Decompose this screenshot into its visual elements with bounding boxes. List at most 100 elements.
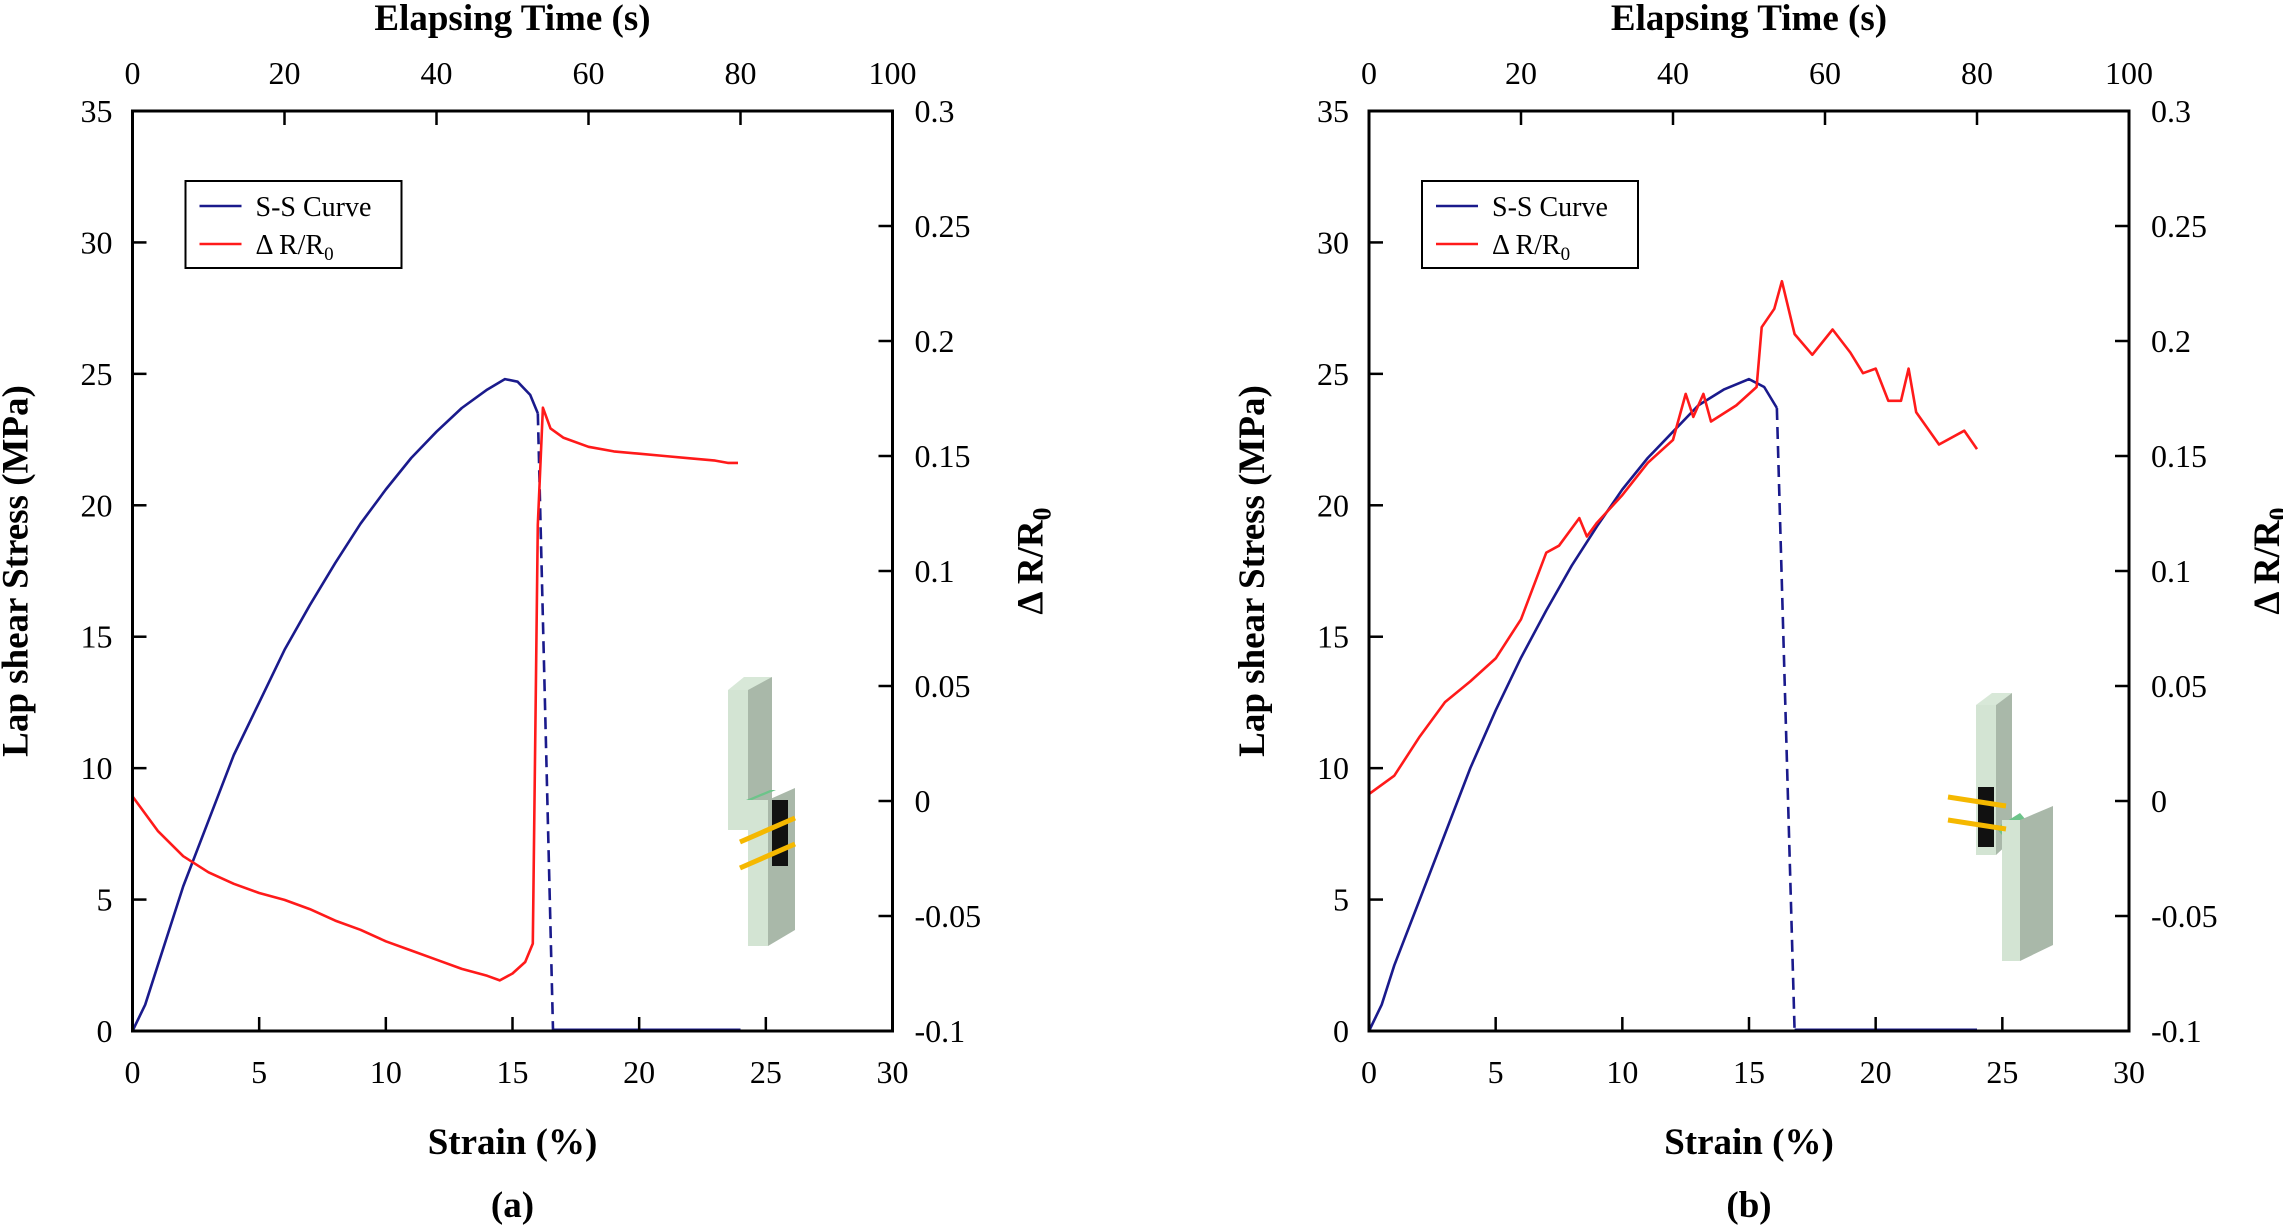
x2-tick-label: 40 xyxy=(1657,55,1689,91)
y2-tick-label: 0 xyxy=(915,783,931,819)
y2-axis-title: Δ R/R0 xyxy=(1011,507,1057,614)
chart-panel-a: 0 5 10 15 20 25 30 0 20 40 60 80 100 0 5 10 15 20 25 30 35 -0… xyxy=(0,0,1057,1226)
y2-tick-label: -0.1 xyxy=(2151,1013,2202,1049)
x2-tick-label: 20 xyxy=(1505,55,1537,91)
y-tick-label: 25 xyxy=(81,356,113,392)
y2-tick-label: 0.3 xyxy=(915,93,955,129)
y2-axis-title: Δ R/R0 xyxy=(2247,507,2283,614)
y2-tick-label: 0.15 xyxy=(2151,438,2207,474)
legend-label-stress-strain: S-S Curve xyxy=(1492,192,1608,223)
x-tick-label: 20 xyxy=(623,1054,655,1090)
x2-tick-label: 60 xyxy=(573,55,605,91)
y2-tick-label: 0.05 xyxy=(915,668,971,704)
legend-label-subscript: 0 xyxy=(324,244,334,265)
electrode-wire xyxy=(1947,817,2007,832)
x-tick-label: 5 xyxy=(251,1054,267,1090)
lower-adherend-side xyxy=(2020,806,2053,961)
x2-axis-title: Elapsing Time (s) xyxy=(374,0,650,39)
y-tick-label: 5 xyxy=(97,882,113,918)
x2-tick-label: 100 xyxy=(869,55,917,91)
failure-drop-dashed-line xyxy=(1775,407,1796,1032)
panel-label: (a) xyxy=(491,1185,534,1226)
x-tick-label: 10 xyxy=(370,1054,402,1090)
x2-tick-label: 20 xyxy=(269,55,301,91)
electrode-wire xyxy=(739,841,796,871)
y2-axis-title-subscript: 0 xyxy=(2264,507,2283,520)
legend-box xyxy=(1421,180,1639,269)
legend-label-main: Δ R/R xyxy=(256,230,325,261)
y2-axis-title-subscript: 0 xyxy=(1028,507,1057,520)
y-tick-label: 35 xyxy=(81,93,113,129)
y-tick-label: 15 xyxy=(1317,619,1349,655)
x-tick-label: 10 xyxy=(1606,1054,1638,1090)
x-tick-label: 15 xyxy=(1733,1054,1765,1090)
x-tick-label: 30 xyxy=(2113,1054,2145,1090)
y2-tick-label: -0.05 xyxy=(2151,898,2218,934)
electrode-wire xyxy=(739,815,796,845)
lap-joint-specimen-icon xyxy=(728,677,796,946)
specimen-top-face xyxy=(728,677,772,690)
panel-label: (b) xyxy=(1726,1185,1771,1226)
resistance-series-line xyxy=(131,406,738,982)
stress-strain-series-line xyxy=(131,377,540,1032)
upper-adherend-front xyxy=(728,690,748,830)
x2-tick-label: 40 xyxy=(421,55,453,91)
y-tick-label: 20 xyxy=(81,487,113,523)
x-tick-label: 20 xyxy=(1860,1054,1892,1090)
failure-drop-dashed-line xyxy=(536,413,555,1032)
chart-panel-b: 0 5 10 15 20 25 30 0 20 40 60 80 100 0 5 10 15 20 25 30 35 -0… xyxy=(1232,0,2283,1226)
y2-tick-label: 0.25 xyxy=(2151,208,2207,244)
sensor-strip xyxy=(1978,787,1994,847)
y2-tick-label: 0.2 xyxy=(2151,323,2191,359)
adhesive-layer xyxy=(746,790,776,800)
legend-label-subscript: 0 xyxy=(1561,244,1571,265)
y2-tick-label: 0.25 xyxy=(915,208,971,244)
y-tick-label: 0 xyxy=(97,1013,113,1049)
y-tick-label: 25 xyxy=(1317,356,1349,392)
y2-tick-label: 0 xyxy=(2151,783,2167,819)
y2-tick-label: 0.3 xyxy=(2151,93,2191,129)
x-tick-label: 25 xyxy=(750,1054,782,1090)
x-tick-label: 25 xyxy=(1986,1054,2018,1090)
x-axis-title: Strain (%) xyxy=(1664,1122,1834,1163)
specimen-top-face xyxy=(1976,693,2012,705)
x-tick-label: 0 xyxy=(125,1054,141,1090)
x2-tick-label: 0 xyxy=(125,55,141,91)
electrode-wire xyxy=(1947,794,2007,809)
legend-label-resistance: Δ R/R0 xyxy=(256,230,334,265)
lower-adherend-front xyxy=(748,800,768,946)
y-axis-title: Lap shear Stress (MPa) xyxy=(1232,385,1273,757)
lower-adherend-front xyxy=(2002,820,2020,961)
x2-tick-label: 80 xyxy=(1961,55,1993,91)
y2-tick-label: 0.2 xyxy=(915,323,955,359)
legend-box xyxy=(184,180,403,269)
legend-label-stress-strain: S-S Curve xyxy=(256,192,372,223)
resistance-series-line xyxy=(1368,279,1979,796)
y2-tick-label: 0.1 xyxy=(915,553,955,589)
y-tick-label: 0 xyxy=(1333,1013,1349,1049)
y2-tick-label: 0.05 xyxy=(2151,668,2207,704)
legend-label-resistance: Δ R/R0 xyxy=(1492,230,1570,265)
x2-tick-label: 80 xyxy=(725,55,757,91)
x-tick-label: 15 xyxy=(497,1054,529,1090)
x2-axis-title: Elapsing Time (s) xyxy=(1611,0,1887,39)
y2-axis-title-main: Δ R/R xyxy=(2247,519,2283,614)
y-tick-label: 5 xyxy=(1333,882,1349,918)
sensor-strip xyxy=(772,800,788,866)
y-tick-label: 10 xyxy=(1317,750,1349,786)
y-tick-label: 35 xyxy=(1317,93,1349,129)
y2-tick-label: -0.1 xyxy=(915,1013,966,1049)
y-tick-label: 10 xyxy=(81,750,113,786)
y2-tick-label: 0.15 xyxy=(915,438,971,474)
y2-axis-title-main: Δ R/R xyxy=(1011,519,1052,614)
x2-tick-label: 100 xyxy=(2105,55,2153,91)
x-axis-title: Strain (%) xyxy=(428,1122,598,1163)
stress-strain-series-line xyxy=(1367,377,1779,1032)
y2-tick-label: -0.05 xyxy=(915,898,982,934)
y-tick-label: 30 xyxy=(1317,224,1349,260)
y-tick-label: 20 xyxy=(1317,487,1349,523)
legend-label-main: Δ R/R xyxy=(1492,230,1561,261)
y-tick-label: 15 xyxy=(81,619,113,655)
x2-tick-label: 60 xyxy=(1809,55,1841,91)
